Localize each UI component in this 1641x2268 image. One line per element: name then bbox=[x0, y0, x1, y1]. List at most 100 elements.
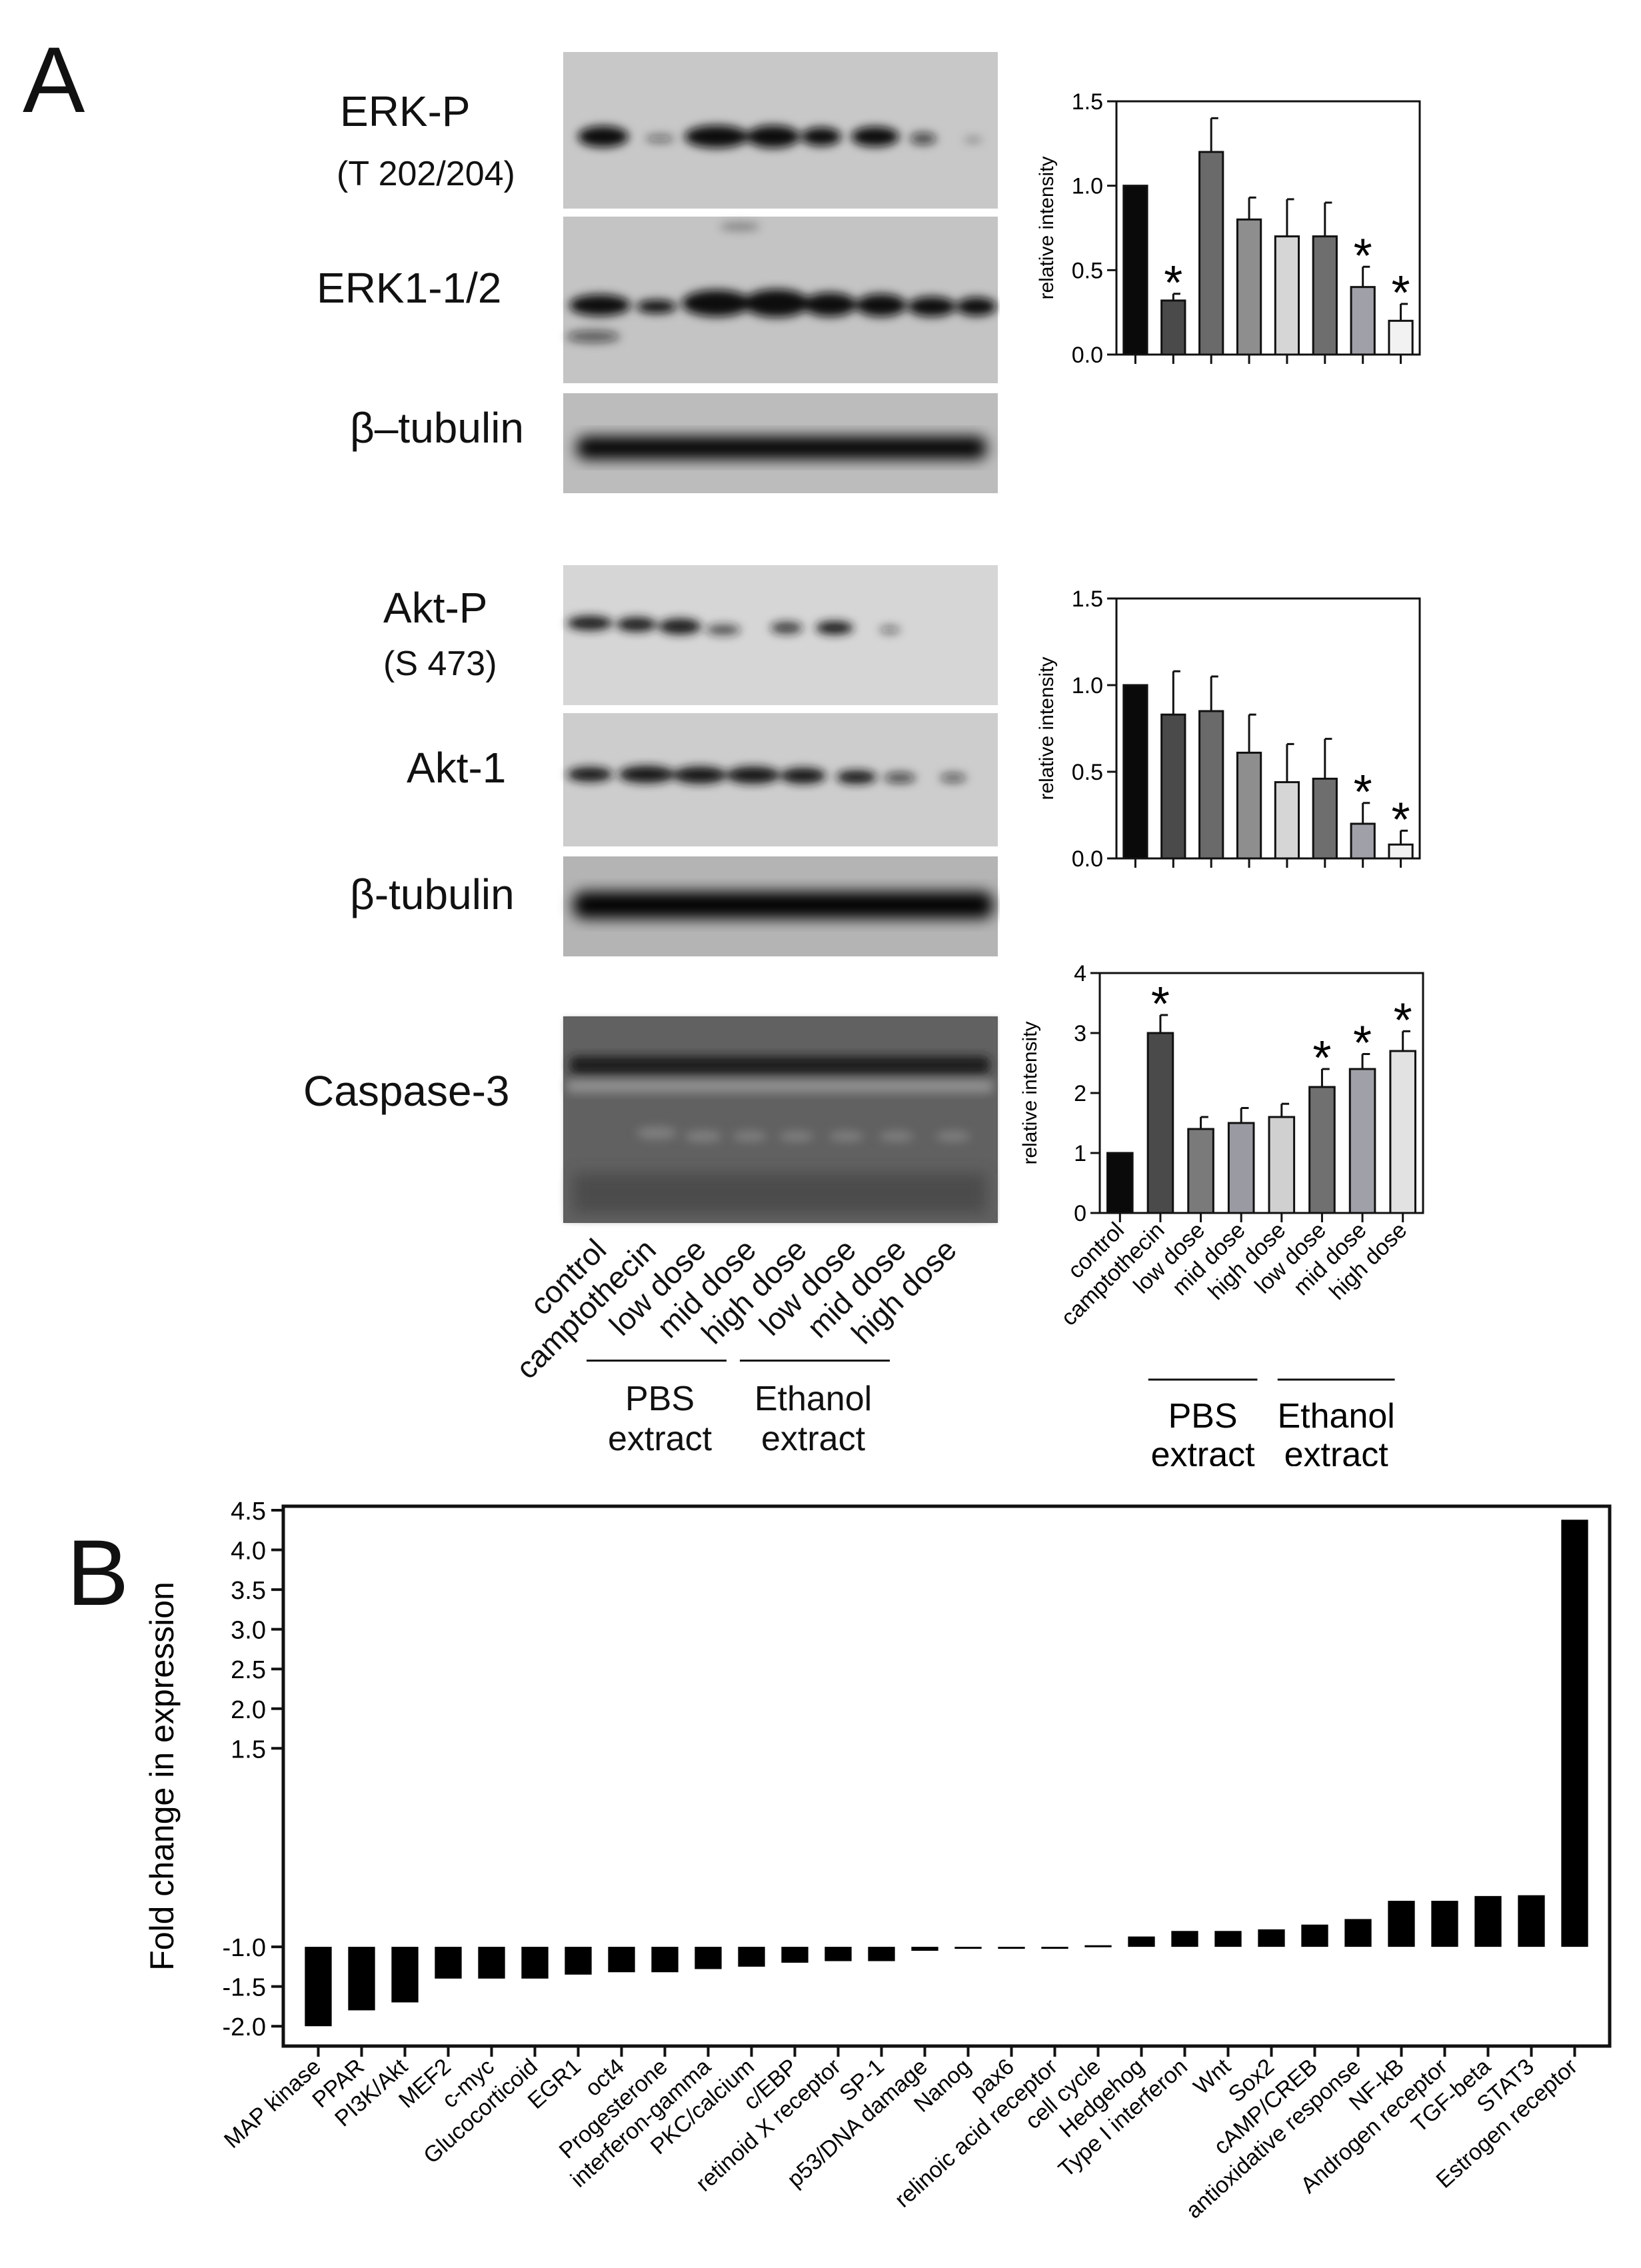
y-tick-label: 1.5 bbox=[1072, 586, 1103, 612]
y-tick-label: 0.5 bbox=[1072, 760, 1103, 785]
blot-label-tubulin-1: β–tubulin bbox=[350, 404, 524, 452]
bar bbox=[521, 1947, 549, 1979]
y-tick-label: 0.0 bbox=[1072, 846, 1103, 872]
bar bbox=[1389, 1050, 1416, 1214]
bar bbox=[1171, 1931, 1198, 1947]
y-tick-label: 2.5 bbox=[231, 1656, 266, 1684]
y-tick-label: 0.0 bbox=[1072, 343, 1103, 368]
blot-label-erk-p: ERK-P bbox=[340, 87, 471, 135]
y-axis-label: Fold change in expression bbox=[143, 1582, 181, 1971]
significance-star: * bbox=[1353, 1017, 1372, 1070]
y-tick-label: 3 bbox=[1074, 1021, 1086, 1046]
bar bbox=[1388, 319, 1414, 356]
y-tick-label: 1.0 bbox=[1072, 174, 1103, 199]
bar bbox=[1350, 822, 1376, 860]
bar bbox=[478, 1947, 505, 1979]
bar bbox=[1187, 1128, 1214, 1214]
group-label-pbs-line2: extract bbox=[607, 1419, 713, 1458]
bar bbox=[1236, 751, 1262, 860]
bar bbox=[1348, 1068, 1376, 1214]
y-tick-label: -1.5 bbox=[223, 1974, 266, 2002]
bar bbox=[1214, 1931, 1242, 1947]
y-tick-label: 2 bbox=[1074, 1081, 1086, 1106]
group-line-pbs bbox=[587, 1360, 727, 1362]
bar bbox=[1561, 1520, 1588, 1947]
blot-label-tubulin-2: β-tubulin bbox=[350, 870, 515, 918]
significance-star: * bbox=[1392, 793, 1410, 846]
bar bbox=[1160, 713, 1186, 860]
group-line-ethanol bbox=[740, 1360, 890, 1362]
bar bbox=[1106, 1152, 1134, 1214]
bar bbox=[911, 1947, 938, 1951]
bar bbox=[1146, 1032, 1174, 1214]
y-tick-label: 1.5 bbox=[231, 1735, 266, 1763]
bar bbox=[1274, 781, 1300, 860]
bar bbox=[1308, 1086, 1336, 1214]
y-tick-label: 1.5 bbox=[1072, 89, 1103, 115]
bar bbox=[1198, 151, 1224, 356]
y-axis-label: relative intensity bbox=[1036, 656, 1058, 800]
bar bbox=[781, 1947, 809, 1963]
group-label-pbs-line1: PBS bbox=[625, 1380, 695, 1418]
bar bbox=[1084, 1945, 1112, 1947]
bar bbox=[435, 1947, 462, 1979]
blot-erk-p bbox=[563, 52, 998, 209]
y-tick-label: 3.5 bbox=[231, 1577, 266, 1605]
bar bbox=[1431, 1901, 1458, 1947]
bar bbox=[1236, 218, 1262, 356]
bar bbox=[391, 1947, 419, 2003]
group-label-line1: PBS bbox=[1168, 1397, 1238, 1436]
significance-star: * bbox=[1394, 994, 1412, 1047]
blot-tubulin-2 bbox=[563, 856, 998, 956]
x-tick-label: MAP kinase bbox=[219, 2054, 326, 2153]
blot-akt-1 bbox=[563, 713, 998, 846]
blot-label-caspase-3: Caspase-3 bbox=[303, 1067, 510, 1115]
y-tick-label: 3.0 bbox=[231, 1617, 266, 1645]
bar bbox=[824, 1947, 852, 1961]
significance-star: * bbox=[1392, 267, 1410, 320]
group-label-ethanol: Ethanol extract bbox=[733, 1380, 893, 1460]
bar bbox=[651, 1947, 679, 1973]
bar bbox=[1268, 1116, 1296, 1214]
group-label-pbs: PBS extract bbox=[580, 1380, 740, 1460]
bar bbox=[695, 1947, 722, 1969]
blot-tubulin-1 bbox=[563, 393, 998, 493]
bar bbox=[1312, 777, 1338, 860]
plot-frame bbox=[1115, 597, 1421, 860]
blot-label-akt-1: Akt-1 bbox=[407, 744, 507, 792]
bar bbox=[1041, 1947, 1068, 1949]
bar bbox=[738, 1947, 765, 1967]
bar bbox=[608, 1947, 635, 1973]
blot-label-erk1: ERK1-1/2 bbox=[317, 264, 502, 312]
plot-frame bbox=[281, 1504, 1612, 2048]
bar bbox=[1274, 235, 1300, 356]
bar bbox=[1344, 1919, 1372, 1947]
bar bbox=[1198, 710, 1224, 860]
y-tick-label: 1.0 bbox=[1072, 673, 1103, 698]
bar bbox=[1474, 1895, 1502, 1947]
group-label-line1: Ethanol bbox=[1277, 1397, 1394, 1436]
y-tick-label: 4.5 bbox=[231, 1498, 266, 1526]
y-axis-label: relative intensity bbox=[1036, 156, 1058, 299]
significance-star: * bbox=[1354, 766, 1372, 819]
panel-a-letter: A bbox=[23, 27, 85, 132]
bar bbox=[1227, 1122, 1255, 1214]
blot-sublabel-erk-p: (T 202/204) bbox=[337, 155, 515, 193]
bar bbox=[868, 1947, 895, 1961]
lane-labels: control camptothecin low dose mid dose h… bbox=[0, 0, 962, 1386]
group-label-line2: extract bbox=[1151, 1436, 1256, 1466]
blot-akt-p bbox=[563, 565, 998, 705]
blot-label-akt-p: Akt-P bbox=[383, 584, 488, 632]
y-tick-label: -1.0 bbox=[223, 1934, 266, 1962]
y-tick-label: 4.0 bbox=[231, 1538, 266, 1566]
bar bbox=[998, 1947, 1025, 1949]
chart-fold-change: Fold change in expression -2.0 -1.5 -1.0 1.5… bbox=[143, 1498, 1612, 2223]
bar bbox=[348, 1947, 375, 2011]
y-tick-label: -2.0 bbox=[223, 2013, 266, 2041]
chart-erk-intensity: relative intensity 0.0 0.5 1.0 1.5 * * * bbox=[1036, 89, 1421, 368]
blot-erk1 bbox=[563, 217, 998, 383]
bar bbox=[1258, 1929, 1285, 1947]
y-tick-label: 1 bbox=[1074, 1141, 1086, 1166]
y-axis-label: relative intensity bbox=[1019, 1021, 1041, 1164]
bar bbox=[1388, 1901, 1415, 1947]
